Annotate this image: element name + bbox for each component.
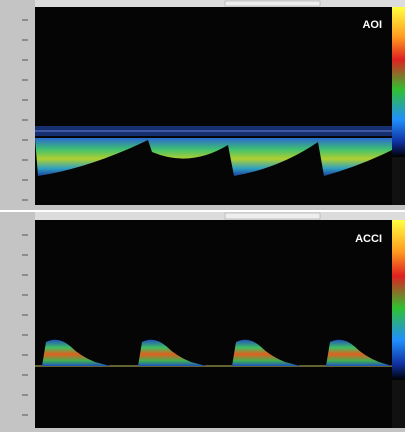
page: {"panels": [{"label": "AOI"}, {"label": … bbox=[0, 0, 405, 432]
color-bar-base bbox=[392, 157, 405, 205]
doppler-screen: AOI ACCI bbox=[0, 0, 405, 432]
panel-label: ACCI bbox=[355, 233, 382, 245]
panel-bottom: ACCI bbox=[0, 212, 405, 432]
display bbox=[35, 7, 392, 205]
header-strip bbox=[35, 212, 405, 220]
header-box bbox=[225, 213, 320, 219]
color-bar bbox=[392, 7, 405, 157]
panel-top: AOI bbox=[0, 0, 405, 210]
color-bar-base bbox=[392, 380, 405, 428]
header-box bbox=[225, 1, 320, 6]
header-strip bbox=[35, 0, 405, 7]
color-bar bbox=[392, 220, 405, 380]
display bbox=[35, 220, 392, 428]
panel-label: AOI bbox=[362, 19, 382, 31]
